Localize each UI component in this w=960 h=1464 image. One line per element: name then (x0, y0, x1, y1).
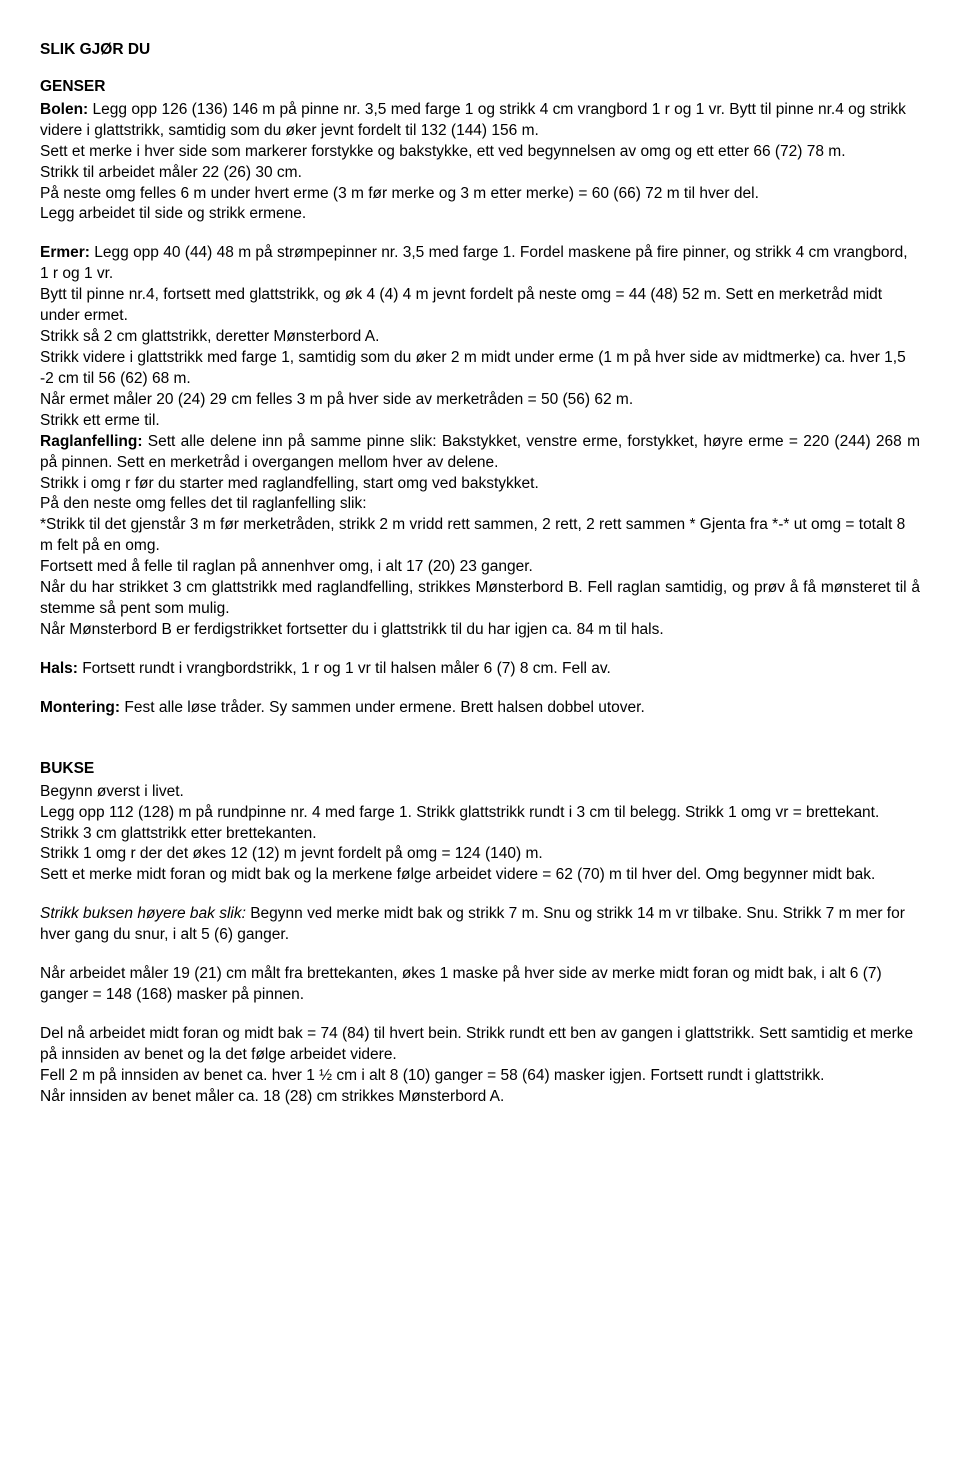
hals-paragraph: Hals: Fortsett rundt i vrangbordstrikk, … (40, 659, 920, 680)
raglan-p4: *Strikk til det gjenstår 3 m før merketr… (40, 515, 920, 557)
bukse-p8: Når innsiden av benet måler ca. 18 (28) … (40, 1087, 920, 1108)
ermer-p3: Strikk så 2 cm glattstrikk, deretter Møn… (40, 327, 920, 348)
bolen-paragraph: Bolen: Legg opp 126 (136) 146 m på pinne… (40, 100, 920, 142)
bukse-bak-paragraph: Strikk buksen høyere bak slik: Begynn ve… (40, 904, 920, 946)
bukse-p3: Strikk 1 omg r der det økes 12 (12) m je… (40, 844, 920, 865)
bukse-p2: Legg opp 112 (128) m på rundpinne nr. 4 … (40, 803, 920, 845)
bolen-p2: Sett et merke i hver side som markerer f… (40, 142, 920, 163)
bolen-p5: Legg arbeidet til side og strikk ermene. (40, 204, 920, 225)
page-title: SLIK GJØR DU (40, 40, 920, 61)
raglan-p6: Når du har strikket 3 cm glattstrikk med… (40, 578, 920, 620)
raglan-label: Raglanfelling: (40, 433, 142, 450)
ermer-p1: Legg opp 40 (44) 48 m på strømpepinner n… (40, 244, 908, 282)
bukse-bak-label: Strikk buksen høyere bak slik: (40, 905, 246, 922)
bolen-p1: Legg opp 126 (136) 146 m på pinne nr. 3,… (40, 101, 906, 139)
raglan-p7: Når Mønsterbord B er ferdigstrikket fort… (40, 620, 920, 641)
bukse-p6: Del nå arbeidet midt foran og midt bak =… (40, 1024, 920, 1066)
hals-p1: Fortsett rundt i vrangbordstrikk, 1 r og… (78, 660, 611, 677)
bukse-heading: BUKSE (40, 759, 920, 780)
raglan-p5: Fortsett med å felle til raglan på annen… (40, 557, 920, 578)
montering-label: Montering: (40, 699, 120, 716)
hals-label: Hals: (40, 660, 78, 677)
ermer-paragraph: Ermer: Legg opp 40 (44) 48 m på strømpep… (40, 243, 920, 285)
raglan-p3: På den neste omg felles det til raglanfe… (40, 494, 920, 515)
bukse-p5: Når arbeidet måler 19 (21) cm målt fra b… (40, 964, 920, 1006)
genser-heading: GENSER (40, 77, 920, 98)
bukse-p4: Sett et merke midt foran og midt bak og … (40, 865, 920, 886)
ermer-p2: Bytt til pinne nr.4, fortsett med glatts… (40, 285, 920, 327)
ermer-p4: Strikk videre i glattstrikk med farge 1,… (40, 348, 920, 390)
bukse-p7: Fell 2 m på innsiden av benet ca. hver 1… (40, 1066, 920, 1087)
ermer-p5: Når ermet måler 20 (24) 29 cm felles 3 m… (40, 390, 920, 411)
raglan-p1: Sett alle delene inn på samme pinne slik… (40, 433, 920, 471)
raglan-paragraph: Raglanfelling: Sett alle delene inn på s… (40, 432, 920, 474)
bolen-p4: På neste omg felles 6 m under hvert erme… (40, 184, 920, 205)
montering-p1: Fest alle løse tråder. Sy sammen under e… (120, 699, 645, 716)
bolen-p3: Strikk til arbeidet måler 22 (26) 30 cm. (40, 163, 920, 184)
bolen-label: Bolen: (40, 101, 88, 118)
ermer-p6: Strikk ett erme til. (40, 411, 920, 432)
montering-paragraph: Montering: Fest alle løse tråder. Sy sam… (40, 698, 920, 719)
raglan-p2: Strikk i omg r før du starter med raglan… (40, 474, 920, 495)
bukse-p1: Begynn øverst i livet. (40, 782, 920, 803)
ermer-label: Ermer: (40, 244, 90, 261)
